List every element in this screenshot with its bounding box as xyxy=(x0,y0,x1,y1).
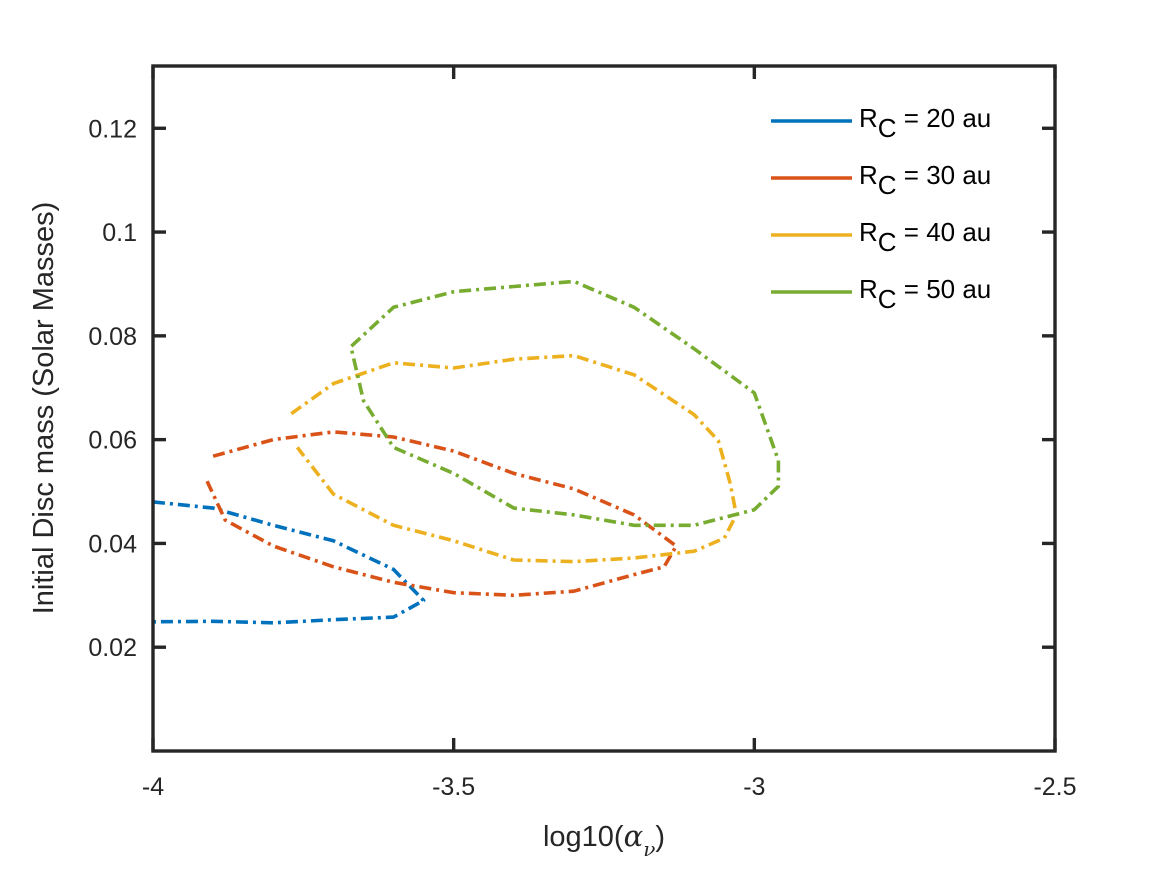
series-line-2 xyxy=(205,430,678,598)
axes-frame xyxy=(151,64,1057,753)
legend-label-4: RC = 50 au xyxy=(859,274,991,314)
series-line-3 xyxy=(290,353,739,564)
series-layer xyxy=(152,279,781,625)
x-tick-label: -3 xyxy=(743,773,765,801)
y-tick-label: 0.08 xyxy=(88,323,137,351)
y-tick-label: 0.04 xyxy=(88,530,137,558)
legend-label-2: RC = 30 au xyxy=(859,160,991,200)
y-tick-label: 0.1 xyxy=(102,219,137,247)
axes-layer: -4 -3.5 -3 -2.5 0.02 0.04 0.06 0.08 0.1 0.12 xyxy=(88,64,1077,801)
y-tick-label: 0.06 xyxy=(88,427,137,455)
legend-label-1: RC = 20 au xyxy=(859,103,991,143)
series-line-4 xyxy=(349,279,781,528)
legend-label-3: RC = 40 au xyxy=(859,217,991,257)
y-tick-label: 0.02 xyxy=(88,634,137,662)
series-line-1 xyxy=(152,500,426,625)
legend: RC = 20 au RC = 30 au RC = 40 au RC = 50 au xyxy=(771,103,991,314)
x-tick-label: -3.5 xyxy=(432,773,475,801)
y-tick-label: 0.12 xyxy=(88,115,137,143)
y-axis-title: Initial Disc mass (Solar Masses) xyxy=(28,202,60,615)
x-axis-title: log10(αν) xyxy=(543,819,665,861)
x-tick-label: -2.5 xyxy=(1033,773,1076,801)
x-tick-label: -4 xyxy=(142,773,164,801)
